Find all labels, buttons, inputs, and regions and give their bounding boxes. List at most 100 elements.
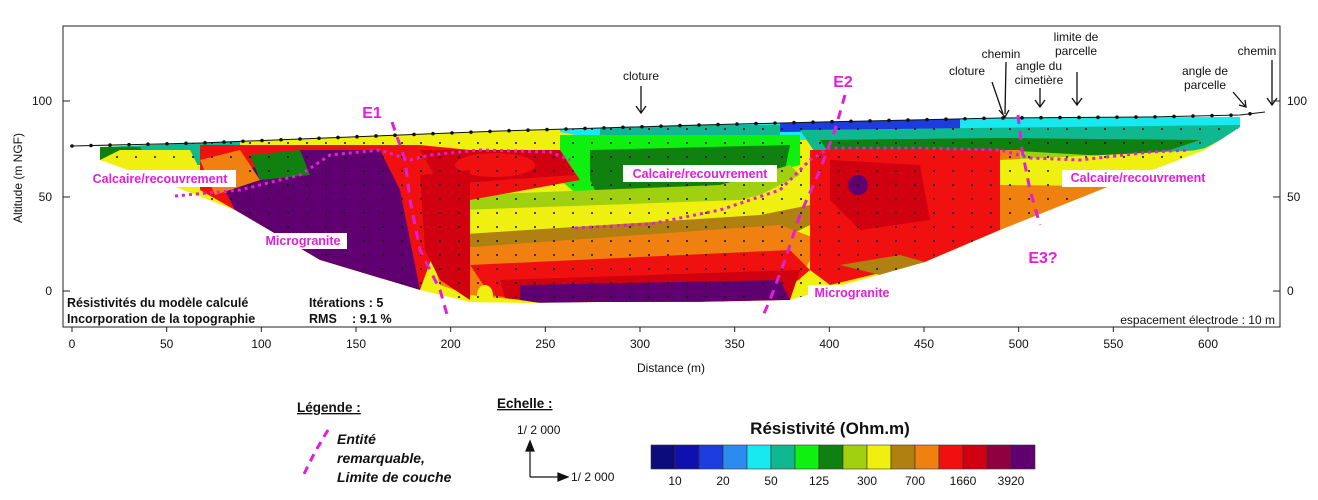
colorbar-swatch: [986, 444, 1012, 470]
y-tick-right-100: 100: [1287, 94, 1307, 108]
annotation-angle-parcelle-2: parcelle: [1184, 78, 1226, 92]
electrode-marker: [1191, 114, 1195, 118]
surface-annotations: [635, 60, 1278, 119]
legend-dash-symbol: [300, 429, 330, 479]
electrode-marker: [146, 142, 150, 147]
colorbar-labels: 10 20 50 125 300 700 1660 3920: [668, 474, 1024, 488]
legend-item-line1: Entité: [337, 431, 376, 447]
entity-e1: E1: [362, 105, 382, 122]
colorbar-swatch: [698, 444, 724, 470]
colorbar-label: 10: [668, 474, 682, 488]
x-axis-label: Distance (m): [637, 361, 705, 375]
electrode-marker: [241, 139, 245, 144]
x-tick-label: 350: [725, 337, 745, 351]
colorbar-swatch: [770, 444, 796, 470]
electrode-marker: [564, 127, 568, 131]
x-tick-label: 300: [630, 337, 650, 351]
colorbar-label: 1660: [950, 474, 977, 488]
electrode-marker: [127, 142, 131, 147]
colorbar-swatch: [1010, 444, 1036, 470]
electrode-marker: [868, 119, 872, 123]
electrodes: [70, 112, 1252, 148]
electrode-marker: [1248, 112, 1252, 116]
electrode-marker: [412, 132, 416, 137]
electrode-marker: [678, 123, 682, 128]
electrode-marker: [203, 141, 207, 145]
colorbar-swatch: [842, 444, 868, 470]
colorbar-label: 700: [905, 474, 925, 488]
legend-item-line2: remarquable,: [337, 450, 425, 466]
colorbar-title: Résistivité (Ohm.m): [750, 419, 910, 438]
electrode-marker: [89, 143, 93, 148]
electrode-marker: [165, 141, 169, 146]
entity-lines: [390, 94, 1042, 319]
electrode-marker: [1058, 115, 1062, 120]
electrode-marker: [1039, 115, 1043, 120]
electrode-marker: [279, 137, 283, 142]
y-tick-left-0: 0: [45, 284, 52, 298]
y-axis-label: Altitude (m NGF): [11, 133, 25, 223]
electrode-marker: [488, 129, 492, 134]
electrode-marker: [355, 134, 359, 139]
electrode-marker: [1229, 113, 1233, 117]
electrode-marker: [260, 138, 264, 143]
scale-vertical: 1/ 2 000: [517, 423, 561, 437]
x-tick-label: 500: [1009, 337, 1029, 351]
entity-e3: E3?: [1028, 250, 1057, 267]
electrode-marker: [469, 130, 473, 134]
electrode-marker: [830, 119, 834, 124]
y-tick-left-100: 100: [32, 94, 52, 108]
colorbar-label: 300: [857, 474, 877, 488]
legend-item-line3: Limite de couche: [337, 469, 452, 485]
electrode-marker: [222, 140, 226, 144]
electrode-marker: [317, 136, 321, 141]
electrode-marker: [659, 124, 663, 128]
annotation-limite-parcelle: limite de: [1054, 30, 1099, 44]
electrode-marker: [944, 117, 948, 121]
colorbar-swatch: [650, 444, 676, 470]
annotation-angle-cimetiere: angle du: [1016, 59, 1062, 73]
colorbar-swatch: [722, 444, 748, 470]
electrode-marker: [450, 131, 454, 135]
colorbar-swatch: [890, 444, 916, 470]
y-tick-right-0: 0: [1287, 284, 1294, 298]
info-line2: Incorporation de la topographie: [67, 312, 255, 326]
electrode-marker: [1153, 115, 1157, 119]
info-rms-value: : 9.1 %: [352, 312, 392, 326]
info-spacing: espacement électrode : 10 m: [1120, 313, 1275, 327]
x-tick-label: 200: [441, 337, 461, 351]
layer-calcaire-left: Calcaire/recouvrement: [93, 172, 229, 186]
x-tick-label: 250: [535, 337, 555, 351]
electrode-marker: [1020, 116, 1024, 120]
colorbar-label: 125: [809, 474, 829, 488]
colorbar-label: 50: [764, 474, 778, 488]
colorbar-swatch: [674, 444, 700, 470]
electrode-marker: [108, 143, 112, 147]
electrode-marker: [849, 119, 853, 124]
electrode-marker: [602, 126, 606, 130]
x-tick-label: 100: [251, 337, 271, 351]
electrode-marker: [1001, 116, 1005, 120]
colorbar-swatch: [866, 444, 892, 470]
electrode-marker: [735, 122, 739, 126]
electrode-marker: [507, 128, 511, 133]
layer-microgranite-left: Microgranite: [265, 234, 340, 248]
x-tick-label: 550: [1103, 337, 1123, 351]
electrode-marker: [1134, 115, 1138, 119]
electrode-marker: [298, 137, 302, 141]
layer-calcaire-mid: Calcaire/recouvrement: [633, 167, 769, 181]
electrode-marker: [621, 125, 625, 130]
colorbar: [650, 444, 1036, 470]
info-rms-label: RMS: [309, 312, 337, 326]
electrode-marker: [982, 116, 986, 121]
annotation-cloture-1: cloture: [623, 69, 659, 83]
y-tick-right-50: 50: [1287, 190, 1301, 204]
electrode-marker: [336, 135, 340, 140]
electrode-marker: [374, 134, 378, 138]
electrode-marker: [925, 117, 929, 122]
entity-e2: E2: [833, 74, 853, 91]
layer-calcaire-right: Calcaire/recouvrement: [1071, 171, 1207, 185]
electrode-marker: [640, 124, 644, 129]
x-tick-label: 50: [160, 337, 174, 351]
electrode-marker: [70, 144, 74, 148]
